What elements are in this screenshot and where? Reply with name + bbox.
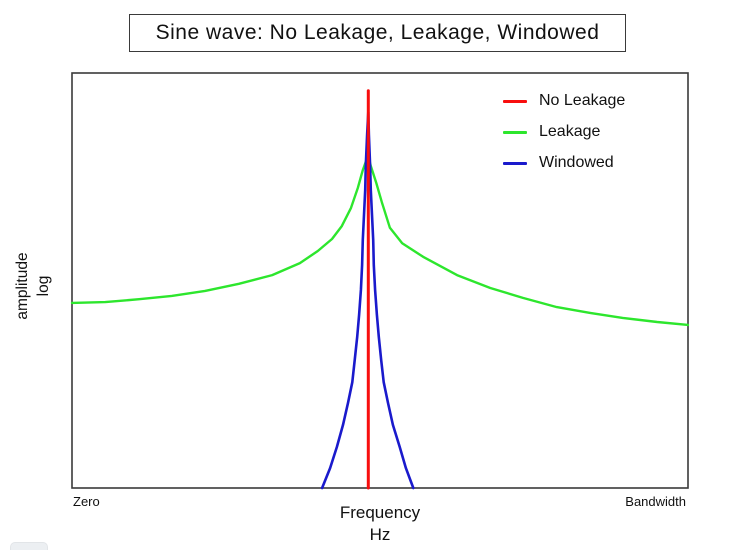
legend: No Leakage Leakage Windowed xyxy=(503,90,625,183)
legend-item-no-leakage: No Leakage xyxy=(503,90,625,112)
leakage-line-swatch xyxy=(503,130,527,134)
x-axis-min-label: Zero xyxy=(73,494,100,509)
no-leakage-line-swatch xyxy=(503,99,527,103)
plot-curves xyxy=(70,89,690,490)
x-axis-label-unit: Hz xyxy=(369,525,391,544)
windowed-line-swatch xyxy=(503,161,527,165)
legend-label-leakage: Leakage xyxy=(539,123,601,140)
legend-item-windowed: Windowed xyxy=(503,152,625,174)
y-axis-label-line2: log xyxy=(35,275,52,297)
x-axis-max-label: Bandwidth xyxy=(625,494,686,509)
chart-title: Sine wave: No Leakage, Leakage, Windowed xyxy=(155,21,600,44)
partial-button[interactable] xyxy=(10,542,48,550)
x-axis-label-title: Frequency xyxy=(339,503,421,522)
x-axis-label: Frequency Hz xyxy=(300,502,460,546)
y-axis-label: amplitude log xyxy=(12,216,54,356)
legend-label-no-leakage: No Leakage xyxy=(539,92,626,109)
plot-border xyxy=(71,72,689,489)
legend-label-windowed: Windowed xyxy=(539,154,614,171)
y-axis-label-line1: amplitude xyxy=(14,252,31,320)
chart-title-box: Sine wave: No Leakage, Leakage, Windowed xyxy=(129,14,626,52)
legend-item-leakage: Leakage xyxy=(503,121,625,143)
